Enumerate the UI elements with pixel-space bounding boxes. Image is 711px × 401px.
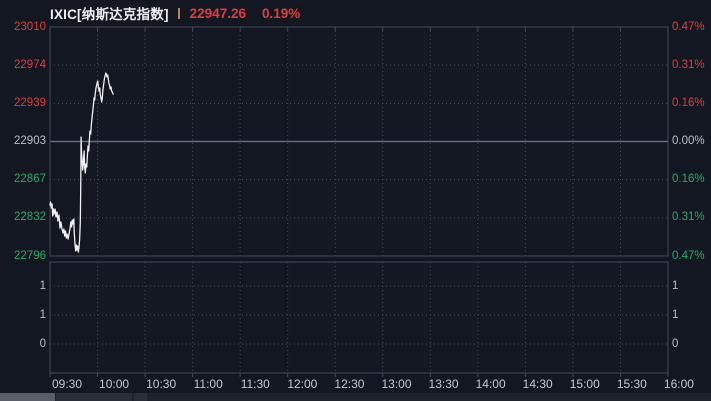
chart-header: IXIC[纳斯达克指数] 22947.26 0.19%: [50, 3, 300, 23]
scrollbar-thumb[interactable]: [0, 393, 55, 401]
axis-label: 0.16%: [672, 173, 705, 186]
axis-label: 23010: [14, 20, 46, 33]
symbol-name: IXIC[纳斯达克指数]: [50, 7, 169, 22]
axis-label: 0: [39, 337, 46, 350]
time-axis-label: 12:00: [287, 377, 318, 391]
axis-label: 1: [672, 279, 679, 292]
axis-label: 22832: [14, 211, 46, 224]
time-axis-label: 11:00: [193, 377, 223, 391]
change-percent: 0.19%: [261, 5, 301, 21]
axis-label: 22867: [14, 173, 46, 186]
time-axis-label: 12:30: [334, 377, 365, 391]
axis-label: 0.00%: [672, 135, 705, 147]
axis-label: 22796: [14, 249, 46, 262]
last-price: 22947.26: [189, 5, 246, 21]
axis-label: 22939: [14, 96, 46, 109]
axis-label: 1: [672, 308, 679, 321]
horizontal-scrollbar[interactable]: [0, 393, 711, 401]
axis-label: 1: [39, 279, 46, 292]
axis-label: 22903: [14, 135, 46, 147]
time-axis-label: 13:00: [381, 377, 412, 391]
time-axis-label: 11:30: [240, 377, 270, 391]
time-axis-label: 16:00: [663, 377, 694, 391]
time-axis-label: 15:00: [569, 377, 600, 391]
axis-label: 22974: [14, 58, 46, 71]
time-axis-label: 14:00: [475, 377, 506, 391]
time-axis-label: 13:30: [428, 377, 459, 391]
time-axis-label: 15:30: [616, 377, 647, 391]
axis-label: 0.47%: [672, 249, 705, 262]
price-line: [49, 72, 114, 253]
axis-label: 0.16%: [672, 96, 705, 109]
time-axis-label: 14:30: [522, 377, 553, 391]
scrollbar-segment: [134, 393, 147, 401]
axis-label: 1: [39, 308, 46, 321]
time-axis-label: 09:30: [51, 377, 83, 391]
axis-label: 0.31%: [672, 58, 705, 71]
axis-label: 0: [672, 337, 679, 350]
legend-color-marker: [177, 7, 180, 19]
time-axis-label: 10:00: [99, 377, 130, 391]
axis-label: 0.47%: [672, 20, 705, 33]
scrollbar-segment: [56, 393, 132, 401]
axis-label: 0.31%: [672, 211, 705, 224]
time-axis-label: 10:30: [146, 377, 177, 391]
